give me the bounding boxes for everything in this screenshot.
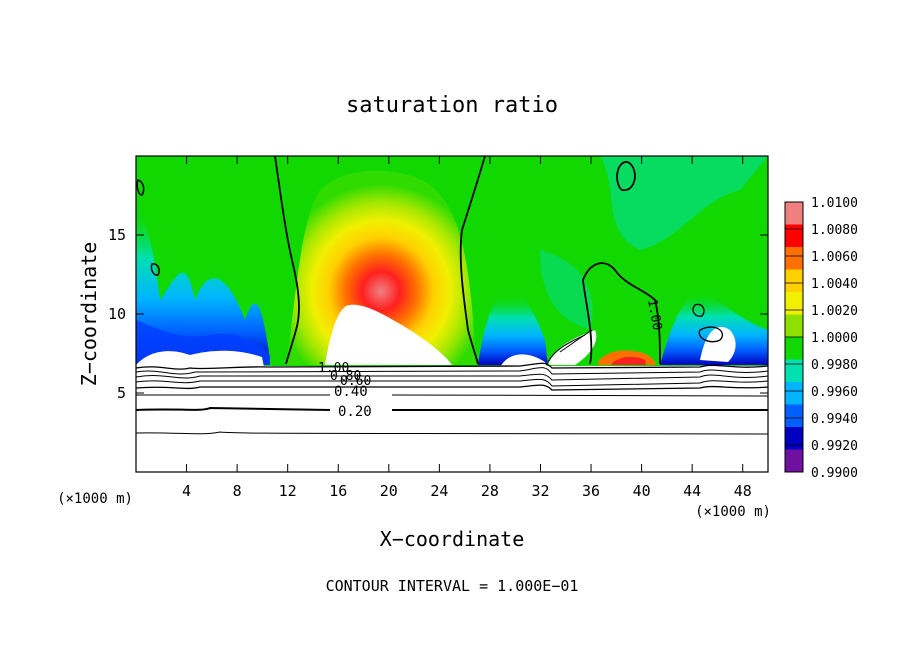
cyan-patch-right xyxy=(540,250,593,330)
contour-line-8 xyxy=(136,431,768,435)
y-axis-label: Z−coordinate xyxy=(77,242,101,387)
colorbar-swatch xyxy=(785,224,803,248)
subsaturated-region xyxy=(136,366,768,472)
contour-1.00-right-cell xyxy=(582,262,661,365)
x-tick-label: 28 xyxy=(481,482,499,500)
x-tick-label: 20 xyxy=(380,482,398,500)
colorbar-swatch xyxy=(785,292,803,315)
contour-loop-44 xyxy=(692,303,724,343)
warm-patch-right-inner xyxy=(612,356,646,365)
contour-label-1.00: 1.00 xyxy=(318,361,349,376)
colorbar-swatch xyxy=(785,314,803,338)
colorbar-swatch xyxy=(785,337,803,360)
contour-line-5 xyxy=(136,384,768,391)
white-cloud-32 xyxy=(548,330,597,365)
white-cloud-44 xyxy=(700,326,736,362)
x-tick-label: 16 xyxy=(329,482,347,500)
y-unit-label: (×1000 m) xyxy=(57,491,133,507)
colorbar-label: 1.0080 xyxy=(811,223,858,238)
cyan-patch-upper xyxy=(600,156,768,250)
colorbar-label: 0.9900 xyxy=(811,466,858,481)
contour-line-1 xyxy=(136,362,768,370)
x-tick-label: 44 xyxy=(683,482,701,500)
colorbar-label: 1.0100 xyxy=(811,196,858,211)
y-tick-label: 15 xyxy=(108,226,126,244)
colorbar-swatch xyxy=(785,202,803,225)
colorbar-label: 1.0020 xyxy=(811,304,858,319)
contour-line-7 xyxy=(136,406,768,411)
colorbar-swatch xyxy=(785,382,803,405)
colorbar-label: 1.0040 xyxy=(811,277,858,292)
x-tick-label: 36 xyxy=(582,482,600,500)
colorbar-label: 1.0000 xyxy=(811,331,858,346)
colorbar: 1.0100 1.0080 1.0060 1.0040 1.0020 1.0000 0.99… xyxy=(784,196,858,481)
middle-humidity-band xyxy=(478,292,548,365)
colorbar-swatch xyxy=(785,427,803,450)
x-tick-label: 8 xyxy=(233,482,242,500)
colorbar-label: 1.0060 xyxy=(811,250,858,265)
y-tick-label: 5 xyxy=(117,384,126,402)
x-tick-label: 4 xyxy=(182,482,191,500)
warm-plume xyxy=(286,170,476,365)
contour-line-6 xyxy=(136,394,768,397)
contour-1.00-right-plume xyxy=(459,156,486,365)
contour-label-0.40: 0.40 xyxy=(334,384,368,400)
colorbar-label: 0.9980 xyxy=(811,358,858,373)
colorbar-swatch xyxy=(785,404,803,428)
contour-interval-label: CONTOUR INTERVAL = 1.000E−01 xyxy=(326,577,579,595)
colorbar-label: 0.9920 xyxy=(811,439,858,454)
x-unit-label: (×1000 m) xyxy=(695,504,771,520)
chart-title: saturation ratio xyxy=(346,93,558,118)
y-tick-label: 10 xyxy=(108,305,126,323)
x-tick-label: 24 xyxy=(430,482,448,500)
colorbar-label: 0.9960 xyxy=(811,385,858,400)
x-tick-label: 40 xyxy=(633,482,651,500)
contour-label-0.80: 0.80 xyxy=(330,369,361,384)
contour-1.00-left-plume xyxy=(274,156,300,365)
contour-loop-left-mid xyxy=(150,263,160,276)
x-tick-label: 12 xyxy=(279,482,297,500)
contour-cloud-32 xyxy=(547,329,593,363)
white-strip-left xyxy=(136,350,264,367)
x-tick-label: 32 xyxy=(531,482,549,500)
x-tick-label: 48 xyxy=(734,482,752,500)
colorbar-swatch xyxy=(785,359,803,383)
contour-line-3 xyxy=(136,373,768,381)
x-axis-label: X−coordinate xyxy=(380,527,525,551)
plot-area: 1.00 1.00 0.80 0.60 0.40 0.20 xyxy=(136,156,768,472)
contour-line-4 xyxy=(136,378,768,387)
colorbar-swatch xyxy=(785,449,803,473)
white-core xyxy=(325,304,452,365)
colorbar-label: 0.9940 xyxy=(811,412,858,427)
contour-label-1.00-right: 1.00 xyxy=(644,298,664,331)
left-humidity-band xyxy=(136,200,270,365)
contour-loop-left-top xyxy=(136,179,145,196)
contour-line-2 xyxy=(136,367,768,375)
contour-label-0.20: 0.20 xyxy=(338,404,372,420)
contour-label-0.60: 0.60 xyxy=(340,374,371,389)
contour-1.00-small-loop xyxy=(616,160,636,192)
colorbar-swatch xyxy=(785,247,803,270)
colorbar-swatch xyxy=(785,269,803,293)
